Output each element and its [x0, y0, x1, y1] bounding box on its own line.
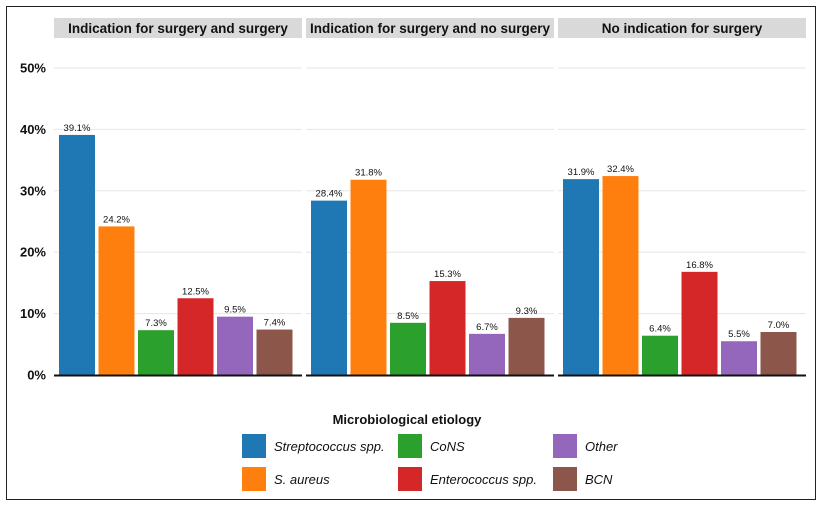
data-label: 32.4% [607, 164, 634, 175]
bars [59, 134, 797, 375]
bar [256, 329, 293, 375]
legend-label: S. aureus [274, 472, 330, 487]
facet-strip [306, 18, 554, 38]
legend-swatch [242, 467, 266, 491]
legend-label: Streptococcus spp. [274, 439, 385, 454]
legend-swatch [553, 434, 577, 458]
facet-strips: Indication for surgery and surgery Indica… [54, 18, 806, 38]
data-label: 7.3% [145, 318, 167, 329]
bar [508, 317, 545, 375]
data-label: 39.1% [64, 123, 91, 134]
bar [98, 226, 135, 375]
bar [563, 179, 599, 375]
data-label: 12.5% [182, 286, 209, 297]
bar [217, 316, 253, 375]
data-label: 8.5% [397, 311, 419, 322]
legend-label: CoNS [430, 439, 465, 454]
y-tick-label: 20% [20, 245, 46, 260]
legend-title: Microbiological etiology [333, 412, 483, 427]
legend-label: BCN [585, 472, 613, 487]
data-label: 15.3% [434, 269, 461, 280]
bar [59, 134, 95, 375]
facet-strip-title: No indication for surgery [602, 21, 763, 36]
data-label: 7.4% [264, 318, 286, 329]
y-tick-label: 50% [20, 61, 46, 76]
data-label: 6.7% [476, 322, 498, 333]
bar [760, 332, 797, 375]
data-label: 24.2% [103, 214, 130, 225]
data-label: 7.0% [768, 320, 790, 331]
bar [177, 298, 214, 375]
legend-label: Enterococcus spp. [430, 472, 537, 487]
legend-swatch [398, 434, 422, 458]
legend-label: Other [585, 439, 618, 454]
legend-swatch [398, 467, 422, 491]
data-label: 9.5% [224, 305, 246, 316]
legend-swatch [242, 434, 266, 458]
data-label: 31.8% [355, 168, 382, 179]
facet-strip-title: Indication for surgery and no surgery [310, 21, 551, 36]
y-tick-label: 30% [20, 183, 46, 198]
y-tick-label: 0% [27, 368, 46, 383]
data-label: 28.4% [316, 189, 343, 200]
facet-strip-title: Indication for surgery and surgery [68, 21, 288, 36]
data-label: 31.9% [568, 167, 595, 178]
bar [721, 341, 757, 375]
bar [642, 335, 678, 375]
axes: 0% 10% 20% 30% 40% 50% [20, 61, 806, 383]
y-tick-label: 40% [20, 122, 46, 137]
legend-swatch [553, 467, 577, 491]
data-label: 16.8% [686, 260, 713, 271]
data-label: 9.3% [516, 306, 538, 317]
bar [681, 271, 718, 375]
bar [350, 179, 387, 375]
data-label: 6.4% [649, 324, 671, 335]
bar [469, 333, 505, 375]
facet-strip [54, 18, 302, 38]
y-tick-label: 10% [20, 306, 46, 321]
facet-strip [558, 18, 806, 38]
legend: Microbiological etiology Streptococcus s… [242, 412, 618, 491]
bar [390, 322, 426, 375]
bar [429, 281, 466, 375]
bar [138, 330, 174, 375]
bar [602, 176, 639, 375]
data-label: 5.5% [728, 329, 750, 340]
grid-lines [54, 67, 806, 315]
figure-frame [6, 6, 816, 500]
data-labels: 39.1% 24.2% 7.3% 12.5% 9.5% 7.4% 28.4% 31.8% 8.5… [64, 123, 790, 340]
bar [311, 200, 347, 375]
